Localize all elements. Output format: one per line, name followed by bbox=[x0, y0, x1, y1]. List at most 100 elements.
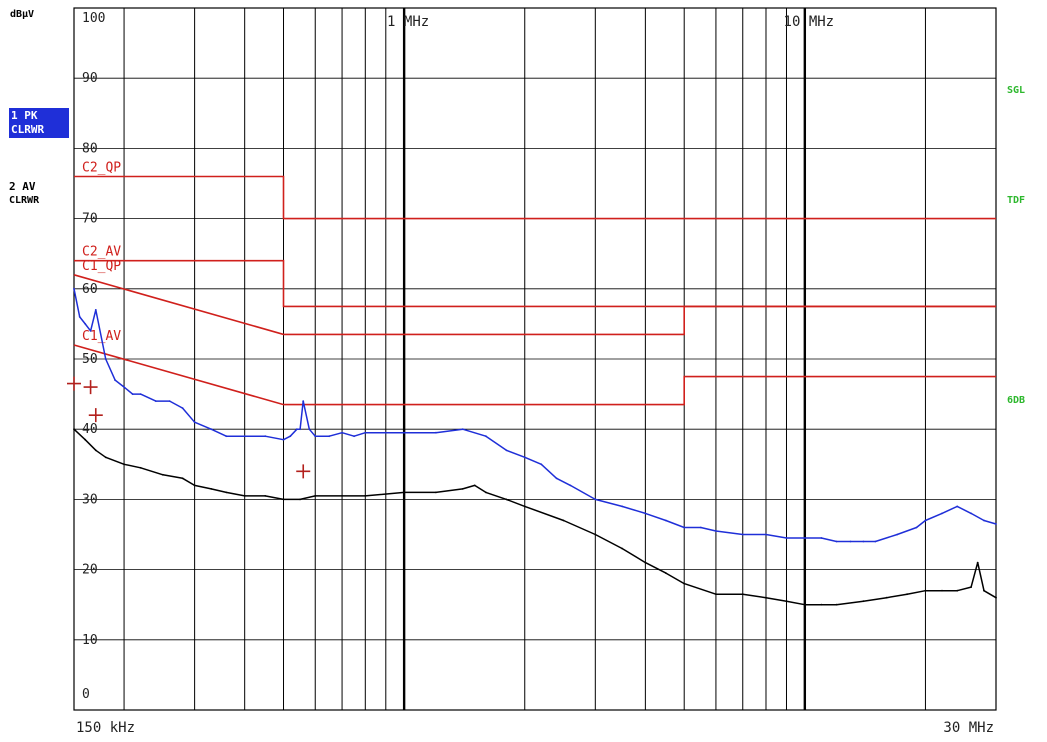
measurement-traces bbox=[73, 287, 997, 606]
series-2-point bbox=[621, 547, 623, 550]
peak-marker-1 bbox=[67, 376, 81, 391]
series-2-point bbox=[435, 491, 437, 494]
series-1-point bbox=[264, 435, 267, 438]
series-1-point bbox=[803, 537, 806, 539]
peak-marker-2 bbox=[83, 380, 98, 395]
series-2-point bbox=[941, 589, 943, 592]
series-2-point bbox=[193, 484, 196, 487]
y-tick-label-80: 80 bbox=[82, 141, 98, 156]
series-1-point bbox=[314, 435, 317, 438]
y-tick-label-40: 40 bbox=[82, 422, 98, 437]
series-2-point bbox=[225, 491, 228, 494]
series-1-point bbox=[540, 463, 543, 466]
series-2-point bbox=[924, 589, 927, 592]
series-1-point bbox=[210, 428, 213, 431]
y-tick-label-30: 30 bbox=[82, 492, 98, 507]
series-1-point bbox=[505, 449, 508, 452]
series-2-point bbox=[210, 488, 213, 490]
series-1-point bbox=[341, 431, 343, 434]
series-1-point bbox=[621, 505, 623, 508]
series-1-point bbox=[835, 540, 838, 543]
series-1-point bbox=[296, 428, 298, 431]
series-1-point bbox=[915, 526, 918, 529]
series-1-point bbox=[741, 533, 744, 536]
series-1-point bbox=[765, 533, 767, 536]
series-1-point bbox=[299, 428, 301, 431]
series-2-point bbox=[885, 596, 888, 599]
series-2-point bbox=[461, 488, 464, 490]
series-1-point bbox=[353, 435, 355, 438]
series-1-point bbox=[715, 530, 717, 532]
series-1-point bbox=[94, 309, 97, 311]
series-2-point bbox=[403, 491, 405, 494]
series-1-point bbox=[114, 379, 116, 381]
series-1-point bbox=[924, 519, 927, 522]
series-2-point bbox=[665, 572, 667, 574]
series-1-point bbox=[683, 526, 686, 529]
series-1-point bbox=[785, 537, 788, 539]
series-1-point bbox=[384, 431, 387, 434]
series-1-point bbox=[282, 438, 285, 441]
series-1-point bbox=[289, 435, 292, 438]
trace-2-label: 2 AV bbox=[9, 180, 36, 193]
series-1-point bbox=[139, 393, 142, 395]
series-1-point bbox=[941, 512, 943, 515]
series-2-point bbox=[906, 593, 908, 596]
limit-line-c2-qp bbox=[74, 175, 996, 220]
series-2-point bbox=[820, 603, 823, 606]
series-1-point bbox=[956, 505, 959, 508]
y-tick-label-60: 60 bbox=[82, 282, 98, 297]
y-tick-label-50: 50 bbox=[82, 352, 98, 367]
series-1-point bbox=[328, 435, 331, 438]
series-2-point bbox=[282, 498, 285, 501]
series-1-point bbox=[104, 358, 107, 360]
status-sgl: SGL bbox=[1007, 85, 1026, 96]
limit-label-c1-qp: C1_QP bbox=[82, 259, 121, 274]
series-2-point bbox=[523, 505, 526, 508]
y-tick-label-0: 0 bbox=[82, 687, 90, 702]
series-1-point bbox=[89, 330, 92, 332]
y-tick-label-10: 10 bbox=[82, 633, 98, 648]
series-1-point bbox=[699, 526, 702, 529]
series-1-point bbox=[665, 519, 667, 522]
trace-1-label: 1 PK bbox=[11, 109, 38, 122]
series-2-point bbox=[314, 495, 317, 497]
series-2-point bbox=[956, 589, 959, 592]
series-2-point bbox=[341, 495, 343, 497]
series-1-point bbox=[154, 400, 157, 402]
series-1-point bbox=[364, 431, 367, 434]
series-2-point bbox=[983, 589, 985, 592]
trace-1-legend[interactable]: 1 PK CLRWR bbox=[9, 108, 69, 138]
trace-2-mode: CLRWR bbox=[9, 195, 40, 206]
peak-marker-4 bbox=[296, 464, 311, 479]
limit-line-c1-qp bbox=[73, 274, 996, 336]
series-2-point bbox=[104, 456, 107, 459]
series-2-point bbox=[299, 498, 301, 501]
series-2-point bbox=[264, 495, 267, 497]
series-1-point bbox=[874, 540, 877, 543]
y-tick-label-70: 70 bbox=[82, 212, 98, 227]
series-1-point bbox=[970, 512, 972, 515]
series-1-point bbox=[862, 540, 865, 543]
series-2-point bbox=[970, 586, 972, 588]
series-1-point bbox=[594, 498, 597, 501]
series-2-point bbox=[765, 596, 767, 599]
series-1-point bbox=[995, 523, 997, 525]
series-2-point bbox=[84, 438, 87, 441]
unit-label: dBµV bbox=[10, 9, 35, 20]
limit-label-c2-av: C2_AV bbox=[82, 245, 121, 260]
series-1-point bbox=[555, 477, 558, 480]
series-1-point bbox=[123, 386, 125, 388]
series-1-point bbox=[131, 393, 134, 395]
series-1-point bbox=[820, 537, 823, 539]
series-1-point bbox=[849, 540, 852, 543]
trace-2-legend[interactable]: 2 AV CLRWR bbox=[9, 180, 39, 208]
status-6db: 6DB bbox=[1007, 395, 1026, 406]
x-tick-label-bottom-1: 150 kHz bbox=[76, 720, 135, 736]
limit-line-c1-av bbox=[73, 344, 996, 406]
series-1-point bbox=[181, 407, 184, 409]
series-1-point bbox=[644, 512, 647, 515]
limit-label-c2-qp: C2_QP bbox=[82, 160, 121, 175]
